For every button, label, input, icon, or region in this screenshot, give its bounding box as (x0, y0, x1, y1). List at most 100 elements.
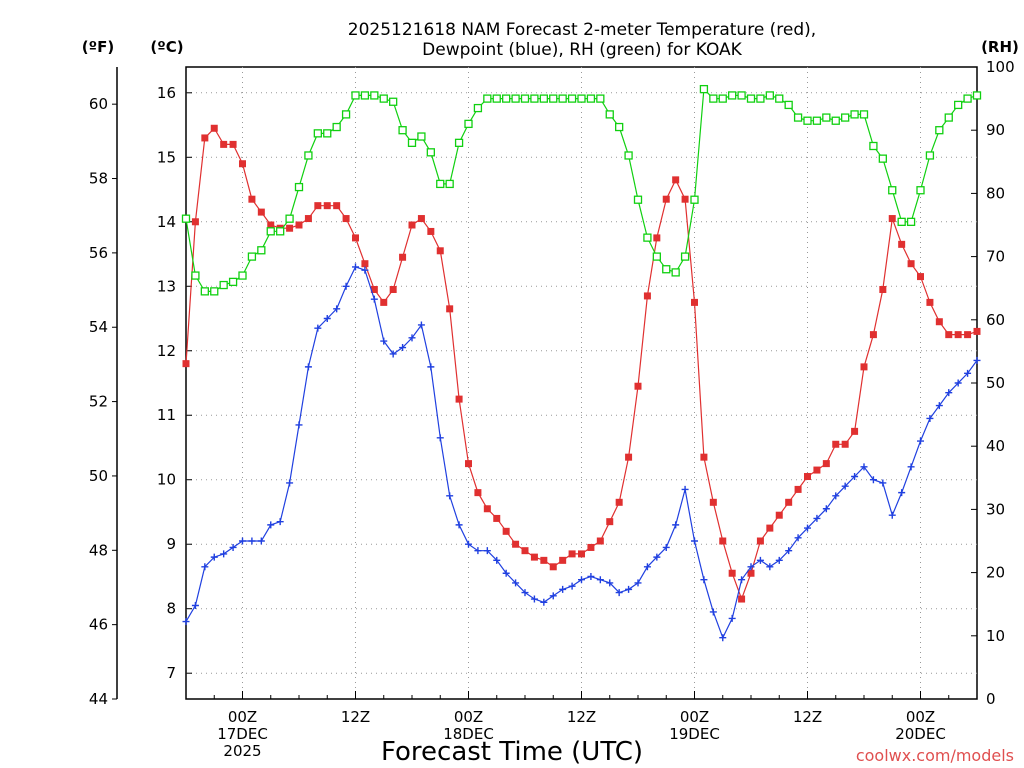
dewpoint-point-80 (935, 402, 943, 410)
dewpoint-point-71 (851, 473, 859, 481)
temp-point-36 (521, 547, 529, 555)
rh-tick-label-6: 60 (986, 311, 1005, 329)
rh-point-22 (389, 97, 398, 106)
temp-point-35 (512, 540, 520, 548)
temp-point-45 (606, 518, 614, 526)
dewpoint-point-29 (455, 521, 463, 529)
fahrenheit-tick-label-0: 44 (89, 690, 108, 708)
temp-point-62 (766, 524, 774, 532)
rh-point-56 (709, 94, 718, 103)
rh-point-49 (643, 233, 652, 242)
celsius-axis: 7 8 9 10 11 12 13 14 15 16 (157, 84, 192, 682)
dewpoint-point-46 (615, 589, 623, 597)
temp-point-83 (964, 331, 972, 339)
celsius-tick-label-4: 11 (157, 406, 176, 424)
dewpoint-point-55 (700, 576, 708, 584)
rh-point-6 (238, 271, 247, 280)
temp-point-9 (267, 221, 275, 229)
dewpoint-point-19 (361, 266, 369, 274)
temp-point-40 (559, 556, 567, 564)
temp-point-48 (634, 382, 642, 390)
x-tick-label-6-0: 00Z (906, 708, 935, 726)
rh-point-65 (793, 113, 803, 122)
celsius-tick-label-3: 10 (157, 471, 176, 489)
dewpoint-point-5 (229, 543, 237, 551)
rh-tick-label-7: 70 (986, 248, 1005, 266)
x-tick-label-2-0: 00Z (454, 708, 483, 726)
dewpoint-point-39 (549, 592, 557, 600)
dewpoint-point-24 (408, 334, 416, 342)
celsius-tick-label-8: 15 (157, 148, 176, 166)
rh-point-50 (652, 252, 661, 261)
temp-point-66 (804, 473, 811, 481)
temp-point-23 (399, 253, 407, 261)
temp-point-63 (775, 511, 783, 519)
temp-point-78 (917, 273, 924, 281)
temp-point-26 (427, 227, 435, 235)
celsius-axis-label: (ºC) (150, 38, 183, 56)
temp-point-46 (615, 498, 623, 506)
rh-point-9 (266, 227, 275, 236)
series-line-2 (185, 87, 978, 292)
dewpoint-point-17 (342, 282, 350, 290)
temp-point-59 (738, 595, 746, 603)
temp-point-68 (822, 460, 830, 468)
dewpoint-point-53 (681, 485, 689, 493)
rh-point-36 (520, 94, 530, 103)
rh-point-17 (341, 110, 351, 119)
rh-point-0 (181, 214, 191, 223)
x-tick-label-3-0: 12Z (567, 708, 596, 726)
dewpoint-point-7 (248, 537, 256, 545)
grid (186, 67, 977, 699)
rh-point-62 (765, 91, 774, 100)
temp-point-73 (869, 331, 877, 339)
temp-point-33 (493, 514, 501, 522)
temp-point-64 (785, 498, 793, 506)
temp-point-6 (239, 160, 246, 168)
rh-axis-label: (RH) (981, 38, 1019, 56)
dewpoint-point-23 (399, 344, 407, 352)
celsius-tick-label-9: 16 (157, 84, 176, 102)
temp-point-55 (700, 453, 708, 461)
rh-point-58 (728, 91, 737, 100)
temp-point-81 (945, 331, 953, 339)
temp-point-39 (549, 563, 557, 571)
celsius-tick-label-2: 9 (166, 535, 176, 553)
rh-tick-label-4: 40 (986, 437, 1005, 455)
fahrenheit-tick-label-2: 48 (89, 541, 108, 559)
rh-point-5 (228, 277, 238, 287)
dewpoint-point-8 (257, 537, 265, 545)
dewpoint-point-70 (841, 482, 849, 490)
rh-point-55 (699, 84, 709, 94)
temp-point-14 (314, 202, 322, 210)
rh-point-2 (200, 287, 209, 296)
temp-point-3 (210, 124, 218, 132)
dewpoint-point-34 (502, 569, 510, 577)
dewpoint-point-81 (945, 389, 953, 397)
dewpoint-point-2 (201, 563, 209, 571)
temp-point-56 (709, 498, 717, 506)
rh-point-14 (313, 129, 322, 138)
rh-point-20 (370, 91, 379, 100)
celsius-tick-label-6: 13 (157, 277, 176, 295)
temp-point-24 (408, 221, 416, 229)
rh-point-3 (210, 287, 219, 296)
dewpoint-point-11 (286, 479, 294, 487)
rh-point-51 (662, 265, 671, 274)
x-tick-label-0-0: 00Z (228, 708, 257, 726)
temp-point-30 (465, 460, 472, 468)
temp-point-77 (907, 260, 915, 268)
rh-point-66 (803, 116, 812, 125)
temp-point-7 (248, 195, 256, 203)
dewpoint-point-51 (662, 543, 670, 551)
temp-point-4 (220, 140, 228, 148)
dewpoint-point-12 (295, 421, 303, 429)
temp-point-61 (756, 537, 764, 545)
temp-point-0 (182, 360, 190, 368)
rh-point-80 (935, 126, 944, 135)
dewpoint-point-69 (832, 492, 840, 500)
rh-point-23 (398, 126, 407, 135)
temp-point-80 (935, 318, 943, 326)
temp-point-12 (295, 221, 303, 229)
x-tick-label-0-1: 17DEC (217, 725, 268, 743)
